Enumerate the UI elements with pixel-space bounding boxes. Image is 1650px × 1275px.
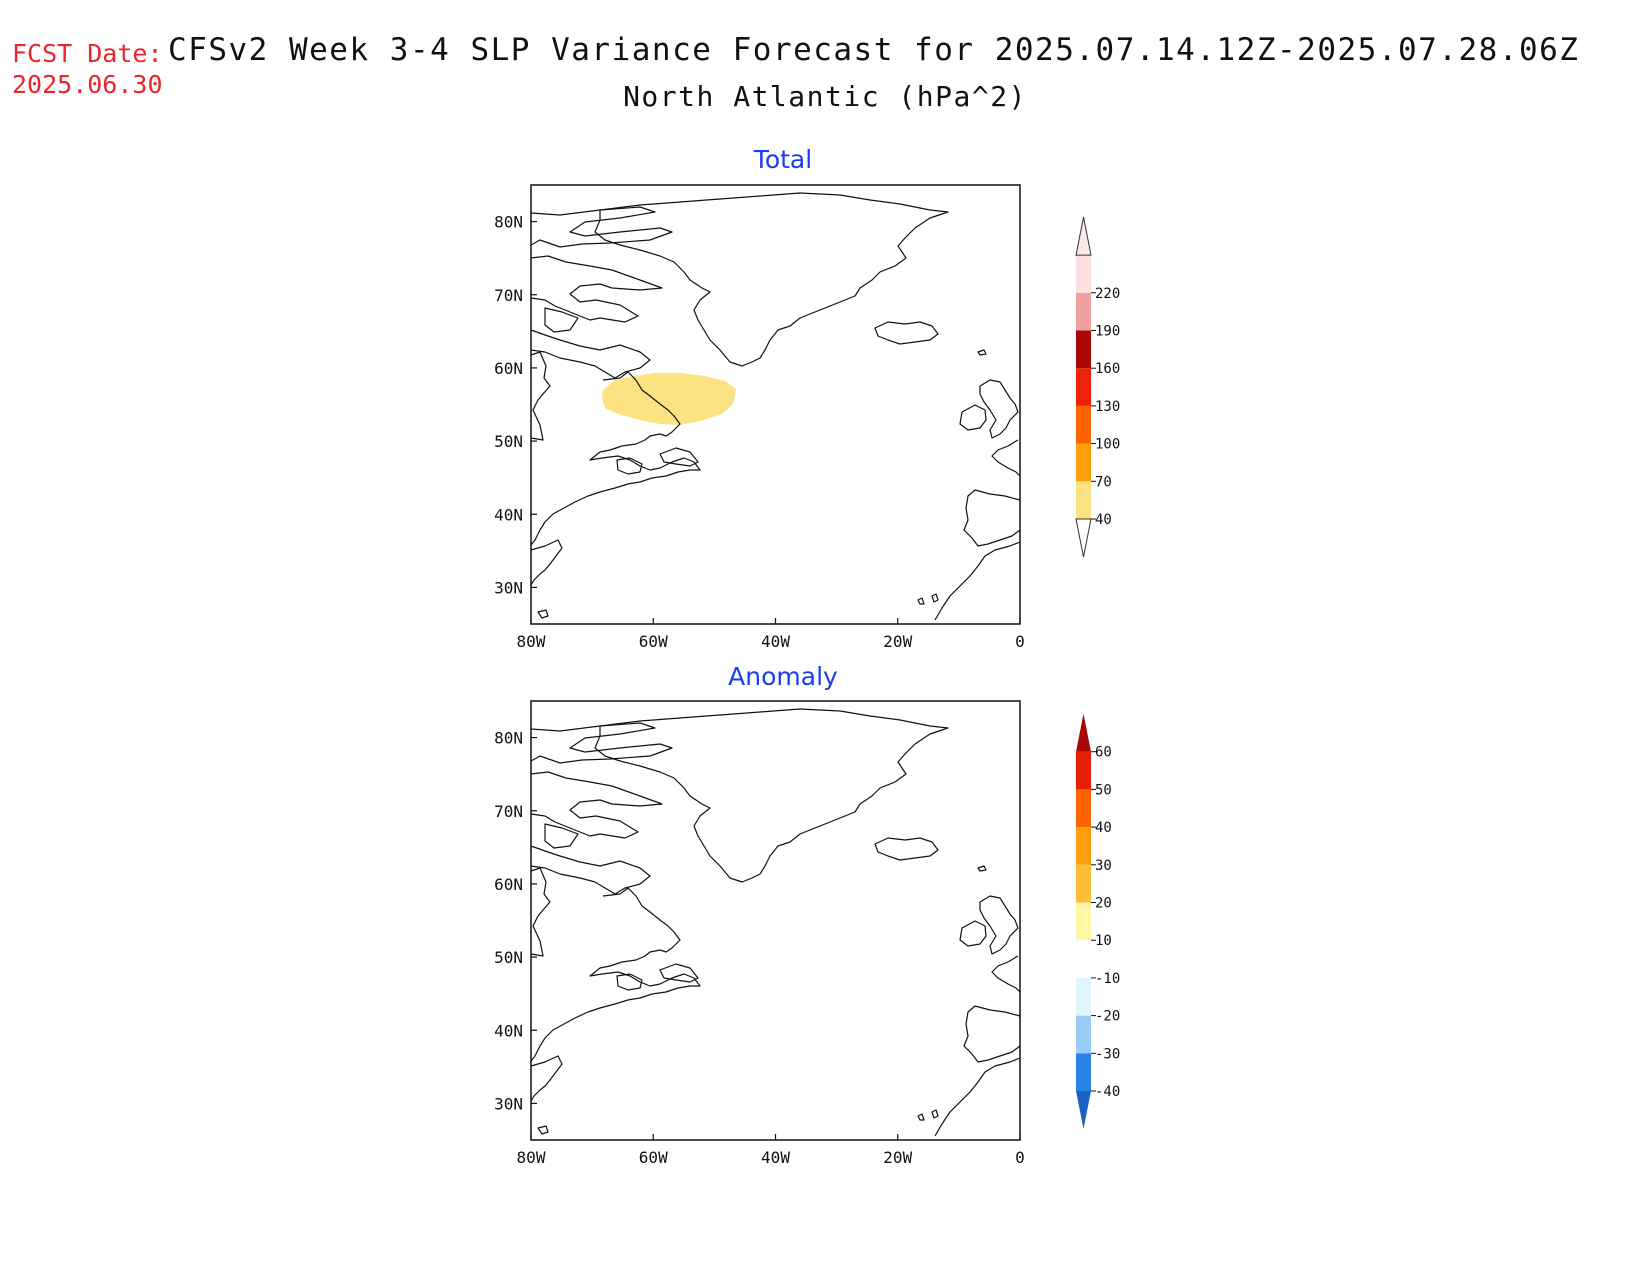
colorbar-label: 190 xyxy=(1095,324,1120,340)
lat-tick-label: 70N xyxy=(494,802,523,821)
colorbar-label: -30 xyxy=(1095,1046,1120,1062)
lat-tick-label: 40N xyxy=(494,1021,523,1040)
lat-tick-label: 60N xyxy=(494,875,523,894)
lon-tick-label: 40W xyxy=(761,632,790,651)
panel-title-anomaly: Anomaly xyxy=(728,662,838,691)
colorbar-low-extension xyxy=(1075,518,1092,558)
lat-tick-label: 50N xyxy=(494,432,523,451)
colorbar-swatch xyxy=(1076,443,1091,482)
colorbar-total: 40 70 100 130 160 190 220 xyxy=(1075,217,1120,558)
colorbar-label: -40 xyxy=(1095,1084,1120,1100)
colorbar-label: 60 xyxy=(1095,745,1112,761)
colorbar-label: 40 xyxy=(1095,512,1112,528)
lon-tick-label: 60W xyxy=(639,1148,668,1167)
colorbar-swatch xyxy=(1076,751,1091,790)
lon-tick-label: 20W xyxy=(883,1148,912,1167)
forecast-date-label: FCST Date: 2025.06.30 xyxy=(12,38,163,100)
colorbar-label: -10 xyxy=(1095,971,1120,987)
colorbar-swatch xyxy=(1076,864,1091,903)
colorbar-high-extension xyxy=(1075,217,1092,256)
colorbar-label: 10 xyxy=(1095,933,1112,949)
panel-total: Total 30N 40N 50N 60N 70N 80N 80W 60W 40W 20W 0 40… xyxy=(494,145,1120,651)
colorbar-swatch xyxy=(1076,330,1091,369)
lat-tick-label: 50N xyxy=(494,948,523,967)
lon-tick-label: 20W xyxy=(883,632,912,651)
colorbar-label: 20 xyxy=(1095,896,1112,912)
lat-tick-label: 40N xyxy=(494,505,523,524)
colorbar-label: 40 xyxy=(1095,820,1112,836)
lon-tick-label: 40W xyxy=(761,1148,790,1167)
colorbar-swatch xyxy=(1076,977,1091,1016)
lat-tick-label: 30N xyxy=(494,578,523,597)
colorbar-swatch xyxy=(1076,405,1091,444)
colorbar-low-extension xyxy=(1076,1091,1091,1129)
colorbar-swatch xyxy=(1076,481,1091,519)
lon-tick-label: 0 xyxy=(1015,1148,1025,1167)
lat-tick-label: 60N xyxy=(494,359,523,378)
colorbar-anomaly: -40 -30 -20 -10 10 20 30 40 50 60 xyxy=(1076,713,1120,1129)
colorbar-label: 220 xyxy=(1095,286,1120,302)
figure-subtitle: North Atlantic (hPa^2) xyxy=(623,80,1027,113)
lon-tick-label: 60W xyxy=(639,632,668,651)
map-frame-anomaly xyxy=(530,700,1021,1141)
colorbar-label: 160 xyxy=(1095,361,1120,377)
colorbar-swatch xyxy=(1076,368,1091,406)
colorbar-label: 130 xyxy=(1095,399,1120,415)
coastlines-total xyxy=(530,192,1021,621)
lon-tick-label: 80W xyxy=(517,1148,546,1167)
lat-tick-label: 80N xyxy=(494,213,523,232)
axis-ticks-total: 30N 40N 50N 60N 70N 80N 80W 60W 40W 20W 0 xyxy=(494,213,1025,651)
axis-ticks-anomaly: 30N 40N 50N 60N 70N 80N 80W 60W 40W 20W 0 xyxy=(494,729,1025,1167)
colorbar-swatch xyxy=(1076,902,1091,941)
colorbar-label: 30 xyxy=(1095,858,1112,874)
lat-tick-label: 80N xyxy=(494,729,523,748)
colorbar-label: 100 xyxy=(1095,437,1120,453)
lat-tick-label: 30N xyxy=(494,1094,523,1113)
colorbar-label: 70 xyxy=(1095,474,1112,490)
fcst-date-value: 2025.06.30 xyxy=(12,70,163,99)
colorbar-label: -20 xyxy=(1095,1009,1120,1025)
colorbar-high-extension xyxy=(1076,713,1091,752)
colorbar-swatch xyxy=(1076,255,1091,293)
colorbar-swatch xyxy=(1076,789,1091,828)
colorbar-swatch xyxy=(1076,827,1091,865)
lat-tick-label: 70N xyxy=(494,286,523,305)
colorbar-swatch xyxy=(1076,940,1091,978)
lon-tick-label: 0 xyxy=(1015,632,1025,651)
figure-title: CFSv2 Week 3-4 SLP Variance Forecast for… xyxy=(168,32,1580,68)
colorbar-label: 50 xyxy=(1095,782,1112,798)
lon-tick-label: 80W xyxy=(517,632,546,651)
colorbar-swatch xyxy=(1076,1015,1091,1054)
coastlines-anomaly xyxy=(530,708,1021,1137)
colorbar-swatch xyxy=(1076,1053,1091,1091)
panel-title-total: Total xyxy=(753,145,812,174)
variance-shaded-region xyxy=(602,373,736,425)
fcst-date-prefix: FCST Date: xyxy=(12,39,163,68)
colorbar-swatch xyxy=(1076,292,1091,331)
